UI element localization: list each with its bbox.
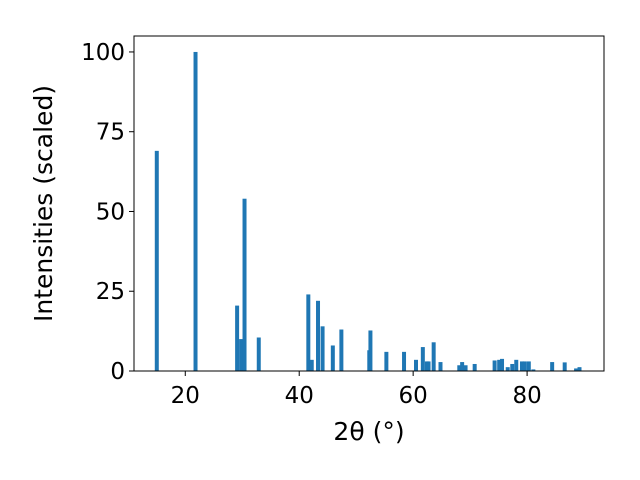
bar <box>472 363 477 371</box>
bar <box>577 367 582 371</box>
y-tick-label: 100 <box>81 40 125 66</box>
bar <box>550 362 555 371</box>
bar <box>320 326 325 371</box>
bar <box>522 361 527 371</box>
x-tick-label: 20 <box>171 383 200 409</box>
bar <box>505 367 510 371</box>
bar <box>316 300 321 371</box>
bar <box>574 368 579 371</box>
bar <box>384 351 389 371</box>
y-tick-label: 75 <box>96 120 125 146</box>
bar <box>526 361 531 371</box>
y-axis-ticks: 0 25 50 75 100 <box>81 40 134 385</box>
bar <box>368 330 373 371</box>
bar <box>492 360 497 371</box>
x-axis-label: 2θ (°) <box>333 417 404 446</box>
y-tick-label: 0 <box>110 359 125 385</box>
bar <box>457 365 462 371</box>
y-axis-label: Intensities (scaled) <box>29 85 58 322</box>
bar <box>460 362 465 371</box>
bar <box>239 339 244 371</box>
bar <box>420 347 425 371</box>
bar <box>510 363 515 371</box>
bar <box>330 345 335 371</box>
x-tick-label: 60 <box>399 383 428 409</box>
bar <box>309 359 314 371</box>
bar <box>497 359 502 371</box>
plot-frame <box>133 35 605 372</box>
bar <box>431 342 436 371</box>
bar <box>235 305 240 371</box>
bar <box>256 337 261 371</box>
bar <box>414 359 418 371</box>
bar <box>339 329 344 371</box>
x-axis-ticks: 20 40 60 80 <box>171 371 542 409</box>
bar <box>242 198 247 371</box>
bar <box>306 294 311 371</box>
x-tick-label: 40 <box>285 383 314 409</box>
bar <box>193 51 198 371</box>
bar <box>402 351 407 371</box>
bar <box>514 359 519 371</box>
bar <box>500 358 505 371</box>
bars-group <box>154 51 582 371</box>
bar <box>463 365 468 371</box>
x-tick-label: 80 <box>512 383 541 409</box>
y-tick-label: 50 <box>96 199 125 225</box>
bar <box>154 150 159 371</box>
bar <box>426 361 431 371</box>
y-tick-label: 25 <box>96 279 125 305</box>
bar <box>562 362 567 371</box>
bar <box>519 361 524 371</box>
bar <box>438 362 443 371</box>
bar <box>531 369 536 371</box>
